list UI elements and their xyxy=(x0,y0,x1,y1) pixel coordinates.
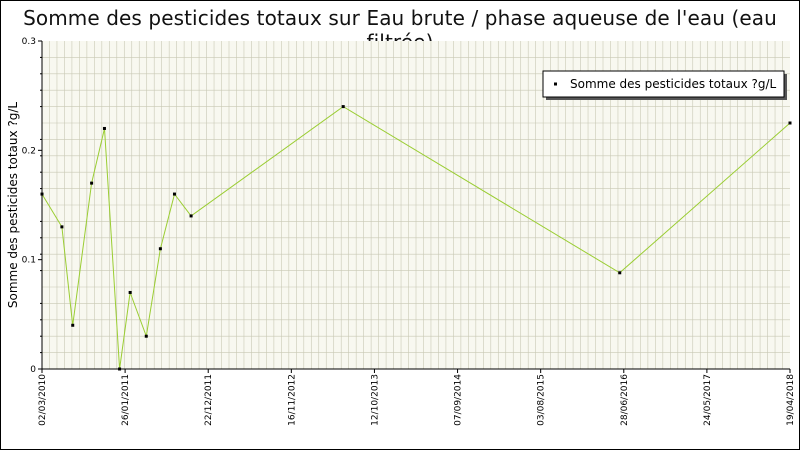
legend: Somme des pesticides totaux ?g/L xyxy=(542,70,787,100)
y-tick-labels: 0 0.1 0.2 0.3 xyxy=(22,37,42,375)
data-point xyxy=(90,181,94,185)
x-tick-label: 24/05/2017 xyxy=(703,374,713,426)
x-tick-labels: 02/03/2010 26/01/2011 22/12/2011 16/11/2012… xyxy=(38,369,796,426)
legend-marker xyxy=(554,82,557,86)
data-point xyxy=(102,126,106,130)
y-tick-label: 0.1 xyxy=(22,256,36,266)
data-points xyxy=(40,105,792,371)
data-point xyxy=(172,192,176,196)
data-point xyxy=(189,214,193,218)
data-point xyxy=(60,225,64,229)
data-point xyxy=(618,271,622,275)
data-point xyxy=(158,247,162,251)
series-line xyxy=(41,106,791,370)
x-tick-label: 26/01/2011 xyxy=(121,374,131,426)
legend-label: Somme des pesticides totaux ?g/L xyxy=(570,77,777,91)
legend-box xyxy=(542,70,785,98)
data-point xyxy=(788,121,792,125)
y-axis-title: Somme des pesticides totaux ?g/L xyxy=(6,102,20,309)
x-tick-label: 19/04/2018 xyxy=(786,374,796,426)
data-point xyxy=(128,290,132,294)
x-tick-label: 02/03/2010 xyxy=(38,374,48,426)
x-tick-label: 07/09/2014 xyxy=(454,374,464,426)
data-point xyxy=(71,323,75,327)
x-tick-label: 16/11/2012 xyxy=(287,374,297,426)
x-tick-label: 03/08/2015 xyxy=(537,374,547,426)
y-tick-label: 0.2 xyxy=(22,146,36,156)
y-tick-label: 0.3 xyxy=(22,37,36,47)
x-tick-label: 12/10/2013 xyxy=(370,374,380,426)
y-tick-label: 0 xyxy=(30,365,36,375)
data-point xyxy=(144,334,148,338)
data-point xyxy=(118,367,122,371)
x-tick-label: 28/06/2016 xyxy=(620,374,630,426)
data-point xyxy=(341,105,345,109)
x-tick-label: 22/12/2011 xyxy=(204,374,214,426)
axes xyxy=(41,41,790,370)
data-point xyxy=(40,192,44,196)
